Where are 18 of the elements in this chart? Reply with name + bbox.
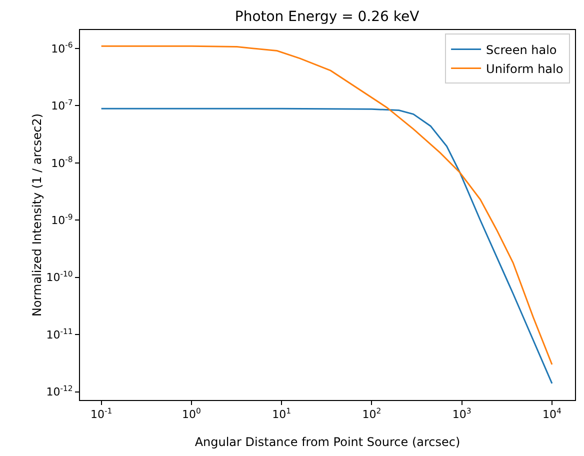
- y-tick-label: 10$^{-9}$: [51, 212, 73, 227]
- x-tick-label: 10$^{2}$: [362, 406, 382, 422]
- y-axis-title: Normalized Intensity (1 / arcsec2): [30, 113, 44, 317]
- x-tick-label: 10$^{0}$: [182, 406, 202, 422]
- y-tick-label: 10$^{-12}$: [46, 384, 73, 399]
- legend-label: Uniform halo: [486, 62, 564, 76]
- x-tick-label: 10$^{1}$: [272, 406, 292, 422]
- y-tick-label: 10$^{-8}$: [51, 155, 73, 170]
- chart-title: Photon Energy = 0.26 keV: [234, 9, 420, 26]
- x-tick-label: 10$^{3}$: [452, 406, 472, 422]
- legend-label: Screen halo: [486, 42, 557, 57]
- x-tick-label: 10$^{-1}$: [90, 406, 112, 422]
- y-tick-label: 10$^{-6}$: [51, 40, 73, 56]
- y-tick-label: 10$^{-7}$: [51, 98, 73, 113]
- x-axis-title: Angular Distance from Point Source (arcsec): [194, 435, 460, 449]
- y-tick-label: 10$^{-11}$: [46, 326, 73, 342]
- y-tick-label: 10$^{-10}$: [46, 270, 73, 284]
- x-tick-label: 10$^{4}$: [542, 406, 562, 422]
